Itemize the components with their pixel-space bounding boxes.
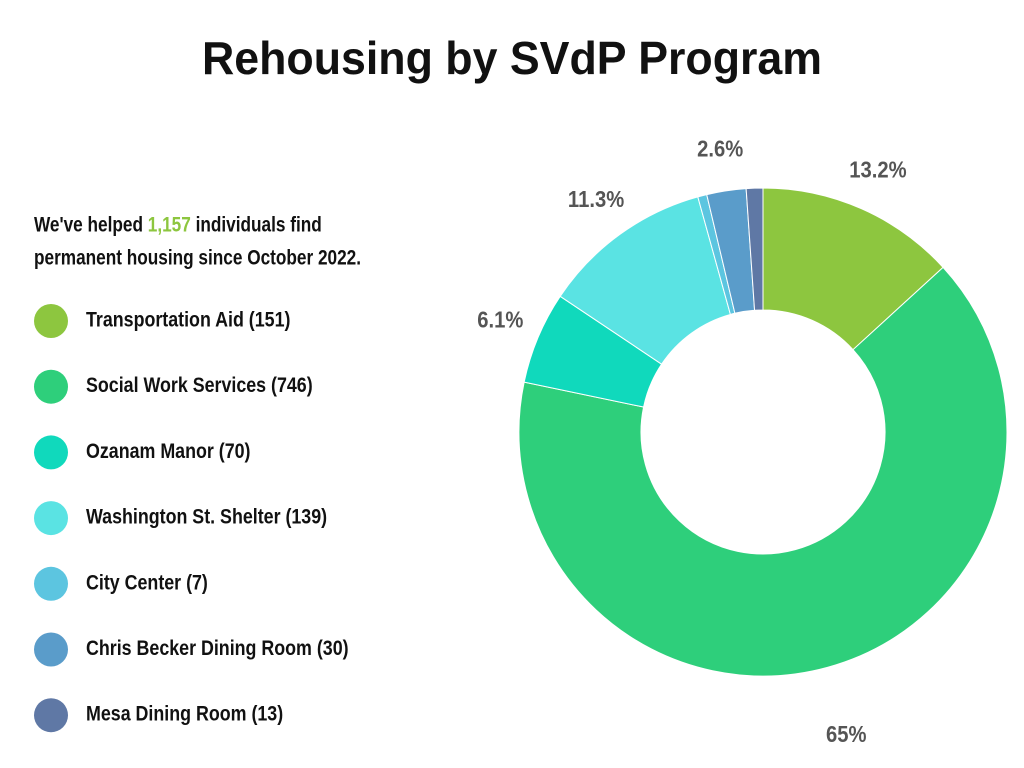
legend-item: City Center (7) — [86, 571, 208, 595]
intro-line-1: We've helped 1,157 individuals find — [34, 214, 322, 237]
legend-item: Mesa Dining Room (13) — [86, 702, 283, 726]
legend-item: Washington St. Shelter (139) — [86, 505, 327, 529]
legend-label: Mesa Dining Room (13) — [86, 702, 283, 726]
legend-item: Social Work Services (746) — [86, 374, 313, 398]
slice-label: 6.1% — [477, 306, 523, 333]
legend-swatch — [34, 632, 68, 667]
legend-label: Chris Becker Dining Room (30) — [86, 637, 349, 661]
legend-label: Washington St. Shelter (139) — [86, 505, 327, 529]
intro-end: individuals find — [196, 214, 322, 237]
slice-label: 65% — [826, 721, 867, 748]
slice-label: 13.2% — [849, 156, 906, 183]
slice-label: 2.6% — [697, 135, 743, 162]
legend-swatch — [34, 304, 68, 338]
slice-label: 11.3% — [568, 186, 624, 213]
slice-label-group: 2.6% — [697, 135, 743, 162]
legend-swatch — [34, 698, 68, 733]
intro-text: We've helped 1,157 individuals find — [34, 214, 322, 237]
slice-label-group: 11.3% — [568, 186, 624, 213]
intro-line-2: permanent housing since October 2022. — [34, 247, 361, 270]
intro-highlight: 1,157 — [148, 214, 191, 237]
legend-label: Ozanam Manor (70) — [86, 440, 250, 464]
legend-swatch — [34, 435, 68, 470]
legend-swatch — [34, 566, 68, 601]
donut-slice — [745, 187, 764, 311]
legend-swatch — [34, 501, 68, 536]
donut-slice — [518, 266, 1008, 677]
chart-title: Rehousing by SVdP Program — [202, 32, 822, 84]
legend-item: Chris Becker Dining Room (30) — [86, 637, 349, 661]
intro-start: We've helped — [34, 214, 143, 237]
legend-label: Transportation Aid (151) — [86, 308, 290, 332]
legend-label: Social Work Services (746) — [86, 374, 313, 398]
slice-label-group: 13.2% — [849, 156, 906, 183]
slice-label-group: 65% — [826, 721, 867, 748]
legend-item: Transportation Aid (151) — [86, 308, 290, 332]
legend-item: Ozanam Manor (70) — [86, 440, 250, 464]
intro-text: permanent housing since October 2022. — [34, 247, 361, 270]
slice-label-group: 6.1% — [477, 306, 523, 333]
legend-swatch — [34, 369, 68, 404]
legend-label: City Center (7) — [86, 571, 208, 595]
